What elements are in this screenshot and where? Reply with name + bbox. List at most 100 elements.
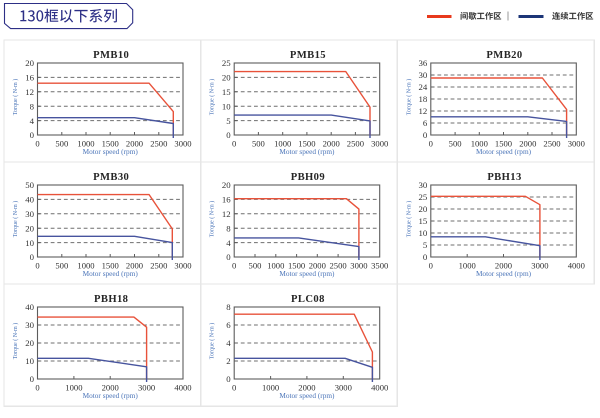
svg-text:1500: 1500 bbox=[288, 261, 305, 271]
svg-text:0: 0 bbox=[226, 374, 231, 384]
svg-text:3000: 3000 bbox=[568, 139, 585, 149]
svg-text:Motor speed (rpm): Motor speed (rpm) bbox=[279, 269, 335, 278]
svg-text:2000: 2000 bbox=[309, 261, 326, 271]
svg-text:1000: 1000 bbox=[262, 383, 279, 393]
svg-text:3000: 3000 bbox=[174, 261, 191, 271]
svg-text:Torque ( N-m ): Torque ( N-m ) bbox=[405, 79, 412, 115]
svg-text:30: 30 bbox=[419, 180, 428, 190]
svg-text:0: 0 bbox=[226, 130, 231, 140]
svg-text:30: 30 bbox=[419, 70, 428, 80]
svg-text:0: 0 bbox=[35, 261, 39, 271]
svg-text:15: 15 bbox=[222, 87, 231, 97]
svg-text:1000: 1000 bbox=[77, 261, 94, 271]
svg-text:20: 20 bbox=[25, 338, 34, 348]
svg-text:20: 20 bbox=[222, 180, 231, 190]
svg-text:1000: 1000 bbox=[77, 139, 94, 149]
svg-text:6: 6 bbox=[226, 320, 231, 330]
svg-text:1000: 1000 bbox=[65, 383, 82, 393]
svg-text:PMB15: PMB15 bbox=[290, 50, 326, 61]
svg-text:PBH13: PBH13 bbox=[487, 172, 521, 183]
svg-text:4: 4 bbox=[226, 338, 231, 348]
svg-text:PBH18: PBH18 bbox=[94, 294, 128, 305]
svg-text:2500: 2500 bbox=[150, 261, 167, 271]
svg-text:25: 25 bbox=[419, 192, 428, 202]
svg-text:0: 0 bbox=[232, 139, 236, 149]
svg-text:2: 2 bbox=[226, 356, 230, 366]
svg-text:2500: 2500 bbox=[150, 139, 167, 149]
svg-text:1500: 1500 bbox=[102, 139, 119, 149]
svg-text:0: 0 bbox=[423, 252, 428, 262]
svg-text:4000: 4000 bbox=[371, 383, 388, 393]
svg-text:Motor speed (rpm): Motor speed (rpm) bbox=[476, 147, 532, 156]
svg-text:15: 15 bbox=[419, 216, 428, 226]
svg-text:Torque ( N-m ): Torque ( N-m ) bbox=[209, 79, 216, 115]
svg-text:Torque ( N-m ): Torque ( N-m ) bbox=[12, 79, 19, 115]
svg-text:20: 20 bbox=[419, 204, 428, 214]
svg-text:0: 0 bbox=[232, 261, 236, 271]
svg-text:2500: 2500 bbox=[347, 139, 364, 149]
svg-text:500: 500 bbox=[252, 139, 265, 149]
svg-text:40: 40 bbox=[25, 195, 34, 205]
svg-text:0: 0 bbox=[232, 383, 236, 393]
svg-text:0: 0 bbox=[30, 252, 35, 262]
svg-text:40: 40 bbox=[25, 302, 34, 312]
svg-text:2000: 2000 bbox=[519, 139, 536, 149]
svg-text:2500: 2500 bbox=[330, 261, 347, 271]
svg-text:Motor speed (rpm): Motor speed (rpm) bbox=[83, 269, 139, 278]
svg-text:4000: 4000 bbox=[568, 261, 585, 271]
svg-text:1000: 1000 bbox=[274, 139, 291, 149]
svg-text:16: 16 bbox=[222, 195, 231, 205]
svg-text:3000: 3000 bbox=[350, 261, 367, 271]
svg-text:1000: 1000 bbox=[459, 261, 476, 271]
svg-text:8: 8 bbox=[30, 101, 35, 111]
svg-text:20: 20 bbox=[25, 223, 34, 233]
svg-text:10: 10 bbox=[25, 356, 34, 366]
svg-text:10: 10 bbox=[222, 101, 231, 111]
svg-text:8: 8 bbox=[226, 302, 231, 312]
svg-text:5: 5 bbox=[226, 116, 231, 126]
svg-text:3500: 3500 bbox=[371, 261, 388, 271]
svg-text:1000: 1000 bbox=[471, 139, 488, 149]
svg-text:Torque ( N-m ): Torque ( N-m ) bbox=[405, 201, 412, 237]
svg-text:Motor speed (rpm): Motor speed (rpm) bbox=[83, 391, 139, 400]
svg-text:4: 4 bbox=[30, 116, 35, 126]
svg-text:50: 50 bbox=[25, 180, 34, 190]
svg-text:2000: 2000 bbox=[298, 383, 315, 393]
svg-text:Torque ( N-m ): Torque ( N-m ) bbox=[209, 201, 216, 237]
svg-text:2000: 2000 bbox=[323, 139, 340, 149]
svg-text:Torque ( N-m ): Torque ( N-m ) bbox=[12, 323, 19, 359]
svg-text:3000: 3000 bbox=[371, 139, 388, 149]
svg-text:24: 24 bbox=[419, 82, 428, 92]
svg-text:30: 30 bbox=[25, 209, 34, 219]
svg-text:3000: 3000 bbox=[531, 261, 548, 271]
svg-text:20: 20 bbox=[25, 58, 34, 68]
svg-text:36: 36 bbox=[419, 58, 428, 68]
svg-text:2000: 2000 bbox=[126, 139, 143, 149]
svg-text:4: 4 bbox=[226, 238, 231, 248]
svg-text:500: 500 bbox=[55, 139, 68, 149]
svg-text:2000: 2000 bbox=[102, 383, 119, 393]
svg-text:Motor speed (rpm): Motor speed (rpm) bbox=[279, 391, 335, 400]
svg-text:6: 6 bbox=[423, 118, 428, 128]
svg-text:Torque ( N-m ): Torque ( N-m ) bbox=[12, 201, 19, 237]
svg-text:5: 5 bbox=[423, 240, 428, 250]
svg-text:1500: 1500 bbox=[298, 139, 315, 149]
svg-text:PLC08: PLC08 bbox=[291, 294, 325, 305]
svg-text:PBH09: PBH09 bbox=[291, 172, 325, 183]
svg-text:Motor speed (rpm): Motor speed (rpm) bbox=[279, 147, 335, 156]
svg-text:2000: 2000 bbox=[126, 261, 143, 271]
svg-text:3000: 3000 bbox=[174, 139, 191, 149]
svg-text:0: 0 bbox=[226, 252, 231, 262]
svg-text:PMB10: PMB10 bbox=[93, 50, 129, 61]
svg-text:30: 30 bbox=[25, 320, 34, 330]
svg-text:0: 0 bbox=[423, 130, 428, 140]
svg-text:500: 500 bbox=[249, 261, 262, 271]
svg-text:18: 18 bbox=[419, 94, 428, 104]
svg-text:16: 16 bbox=[25, 73, 34, 83]
svg-text:Torque ( N-m ): Torque ( N-m ) bbox=[209, 323, 216, 359]
svg-text:8: 8 bbox=[226, 223, 231, 233]
svg-text:2000: 2000 bbox=[495, 261, 512, 271]
svg-text:0: 0 bbox=[35, 383, 39, 393]
svg-text:0: 0 bbox=[30, 374, 35, 384]
svg-text:1500: 1500 bbox=[102, 261, 119, 271]
